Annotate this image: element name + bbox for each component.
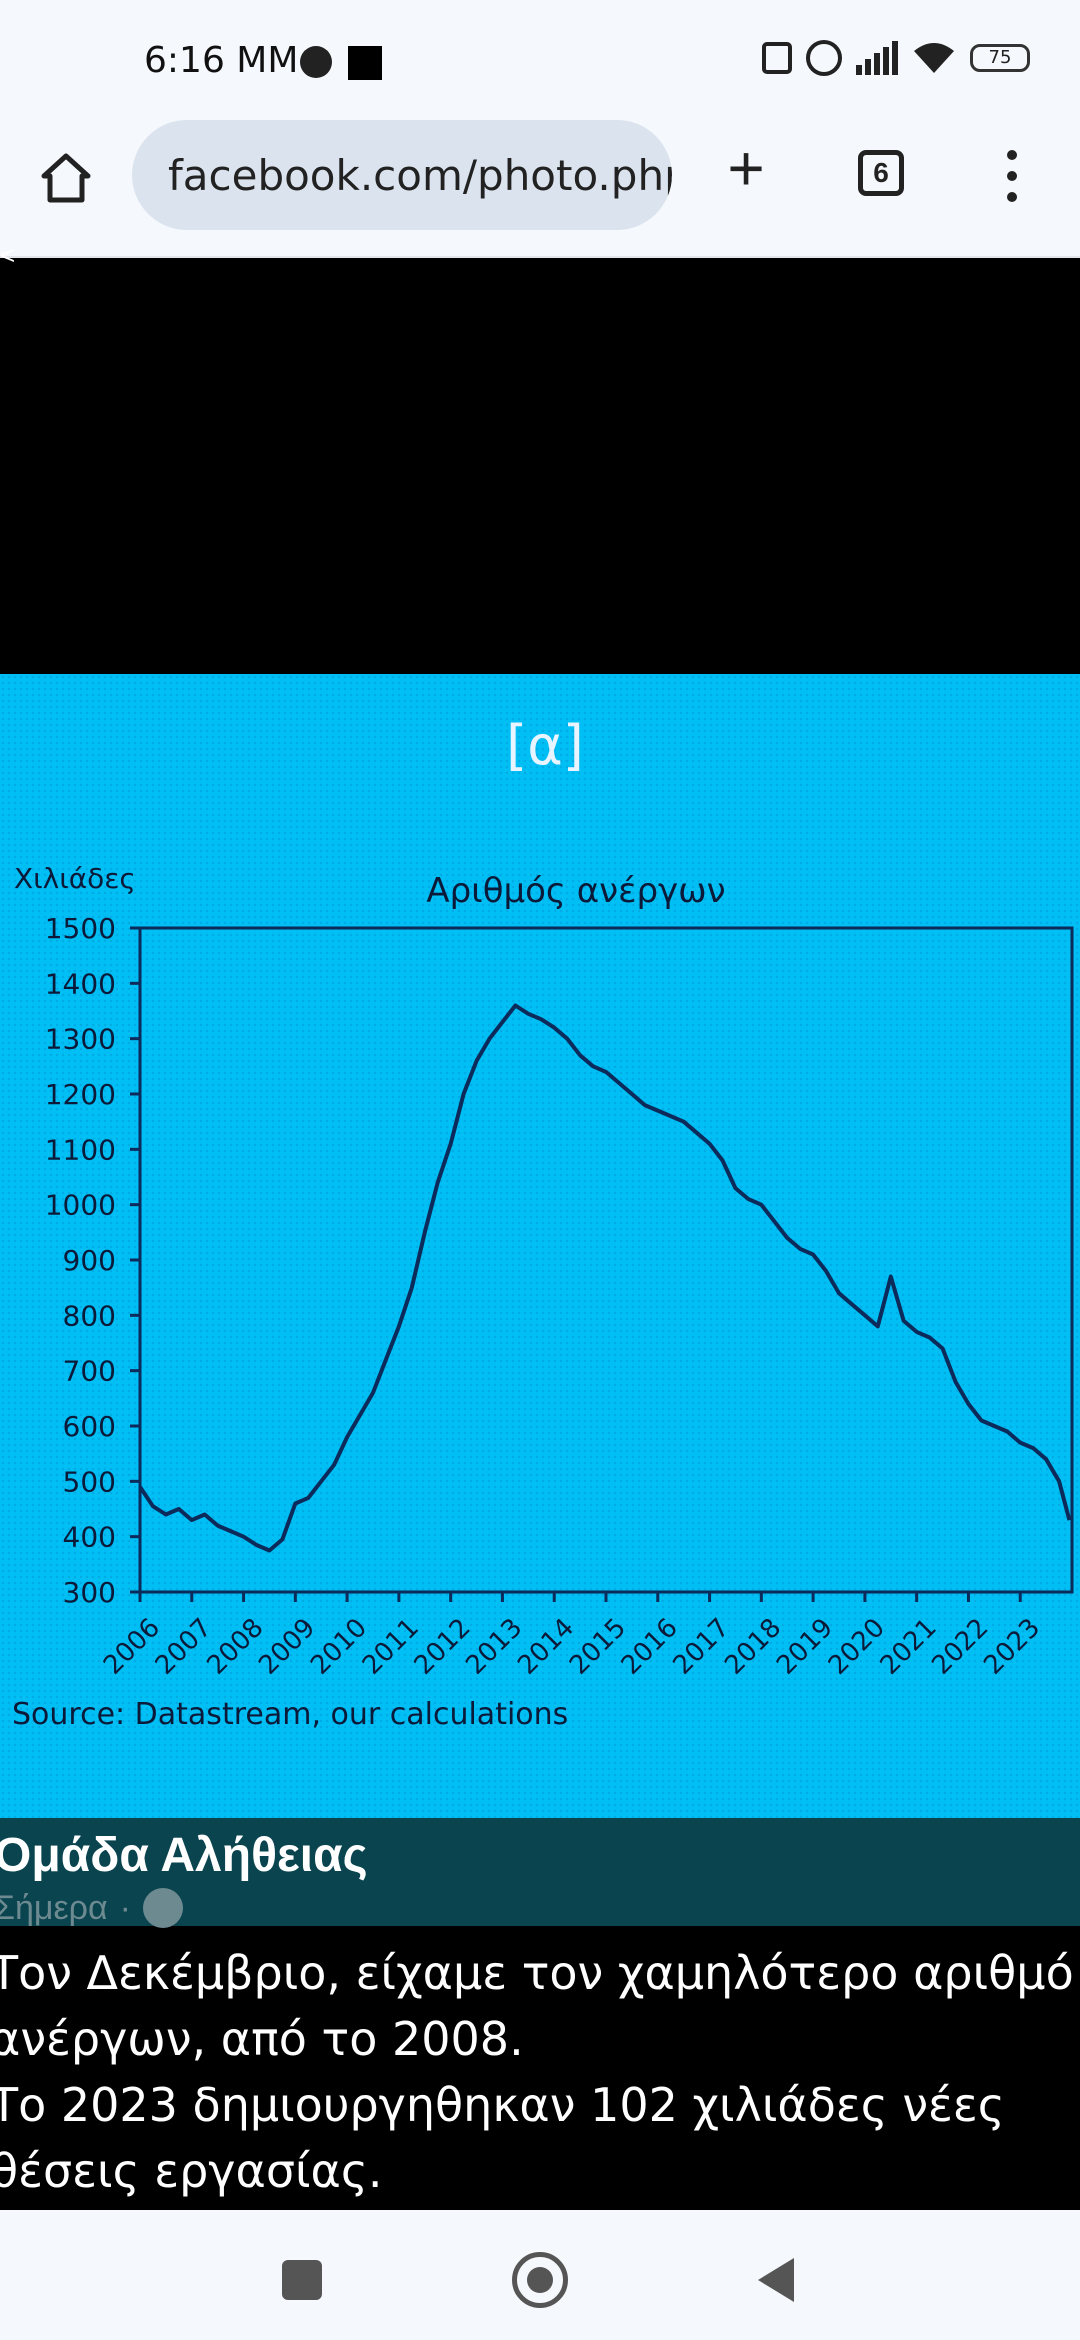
tabs-button[interactable]: 6 (858, 150, 904, 196)
y-tick-label: 400 (63, 1521, 116, 1554)
post-text-line: Τον Δεκέμβριο, είχαμε τον χαμηλότερο αρι… (0, 1946, 1074, 2000)
x-tick-label: 2008 (202, 1613, 270, 1681)
chart-title: Αριθμός ανέργων (426, 871, 725, 911)
alarm-icon (806, 40, 842, 76)
chart-source: Source: Datastream, our calculations (12, 1697, 568, 1732)
y-tick-label: 700 (63, 1355, 116, 1388)
post-text-line: ανέργων, από το 2008. (0, 2012, 524, 2066)
status-bar: 6:16 MM 75 (0, 0, 1080, 120)
more-vert-icon[interactable] (1002, 150, 1022, 202)
x-tick-label: 2011 (357, 1613, 425, 1681)
post-text-line: θέσεις εργασίας. (0, 2144, 383, 2198)
wifi-icon (914, 43, 954, 73)
photo-badge: [α] (506, 714, 584, 777)
system-nav-bar (0, 2210, 1080, 2340)
post-text-line: Το 2023 δημιουργηθηκαν 102 χιλιάδες νέες (0, 2078, 1005, 2132)
url-text[interactable]: facebook.com/photo.php (168, 150, 672, 200)
x-tick-label: 2020 (823, 1613, 891, 1681)
x-tick-label: 2021 (875, 1613, 943, 1681)
post-caption-area: Ομάδα Αλήθειας Σήμερα · Τον Δεκέμβριο, ε… (0, 1818, 1080, 2210)
chart-y-ticks: 1500 1400 1300 1200 1100 1000 900 800 700 600 500 4… (45, 912, 140, 1609)
post-time[interactable]: Σήμερα (0, 1888, 108, 1927)
x-tick-label: 2016 (616, 1613, 684, 1681)
x-tick-label: 2007 (150, 1613, 218, 1681)
y-tick-label: 1000 (45, 1189, 116, 1222)
url-bar[interactable]: facebook.com/photo.php (132, 120, 672, 230)
close-icon[interactable]: < (0, 240, 16, 270)
chart-plot-frame (138, 926, 1074, 1594)
notification-square-icon (348, 46, 382, 80)
meta-separator: · (119, 1888, 131, 1927)
photo-viewer-background (0, 258, 1080, 674)
y-tick-label: 600 (63, 1410, 116, 1443)
y-tick-label: 800 (63, 1299, 116, 1332)
y-tick-label: 1400 (45, 967, 116, 1000)
x-tick-label: 2017 (668, 1613, 736, 1681)
x-tick-label: 2019 (771, 1613, 839, 1681)
signal-icon (856, 41, 898, 75)
messenger-icon (300, 46, 332, 78)
new-tab-button[interactable]: + (727, 132, 765, 204)
photo-image[interactable]: [α] Χιλιάδες Αριθμός ανέργων 1500 1400 130… (0, 674, 1080, 1818)
y-tick-label: 1500 (45, 912, 116, 945)
nfc-icon (762, 42, 792, 74)
home-icon[interactable] (38, 150, 94, 206)
chart-x-ticks: 2006200720082009201020112012201320142015… (98, 1592, 1046, 1681)
home-circle-icon[interactable] (512, 2252, 568, 2308)
status-icons: 75 (762, 40, 1030, 76)
y-tick-label: 900 (63, 1244, 116, 1277)
chart-series-line (138, 1003, 1072, 1553)
y-tick-label: 1300 (45, 1023, 116, 1056)
x-tick-label: 2013 (460, 1613, 528, 1681)
recents-icon[interactable] (282, 2260, 322, 2300)
author-bar: Ομάδα Αλήθειας Σήμερα · (0, 1818, 1080, 1928)
post-text: Τον Δεκέμβριο, είχαμε τον χαμηλότερο αρι… (0, 1940, 1080, 2204)
back-icon[interactable] (758, 2258, 794, 2302)
y-tick-label: 300 (63, 1576, 116, 1609)
x-tick-label: 2010 (305, 1613, 373, 1681)
status-time: 6:16 MM (144, 40, 299, 81)
battery-icon: 75 (970, 44, 1030, 72)
globe-icon (143, 1888, 183, 1928)
unemployment-chart: [α] Χιλιάδες Αριθμός ανέργων 1500 1400 130… (12, 714, 1074, 1732)
x-tick-label: 2018 (719, 1613, 787, 1681)
browser-toolbar: facebook.com/photo.php + 6 (0, 120, 1080, 258)
y-tick-label: 500 (63, 1465, 116, 1498)
author-name[interactable]: Ομάδα Αλήθειας (0, 1829, 368, 1882)
post-meta: Σήμερα · (0, 1888, 183, 1928)
x-tick-label: 2015 (564, 1613, 632, 1681)
x-tick-label: 2006 (98, 1613, 166, 1681)
chart-ylabel: Χιλιάδες (14, 862, 136, 895)
y-tick-label: 1200 (45, 1078, 116, 1111)
x-tick-label: 2023 (978, 1613, 1046, 1681)
x-tick-label: 2014 (512, 1613, 580, 1681)
x-tick-label: 2022 (926, 1613, 994, 1681)
x-tick-label: 2012 (409, 1613, 477, 1681)
y-tick-label: 1100 (45, 1133, 116, 1166)
x-tick-label: 2009 (253, 1613, 321, 1681)
